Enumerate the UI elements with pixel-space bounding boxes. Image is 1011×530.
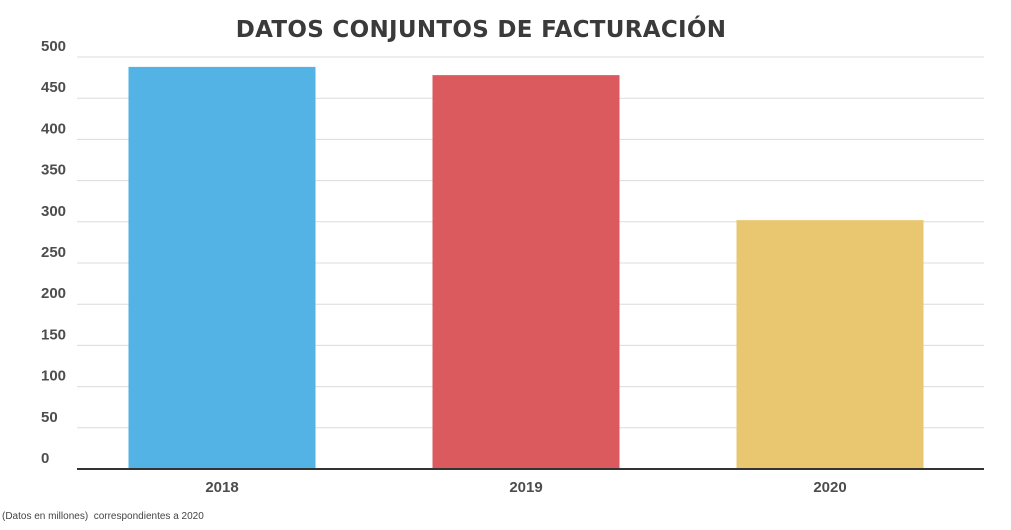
bar-2018 [128,66,316,469]
y-axis-tick-labels: 0 50 100 150 200 250 300 350 400 450 500 [41,38,66,467]
x-tick-label: 2018 [205,479,238,496]
chart-title: DATOS CONJUNTOS DE FACTURACIÓN [235,17,727,43]
footnote: (Datos en millones) correspondientes a 2… [2,511,204,522]
bar-2019 [432,75,620,470]
bars [128,66,924,470]
y-tick-label: 200 [41,285,66,302]
y-tick-label: 100 [41,368,66,385]
y-tick-label: 400 [41,120,66,137]
x-tick-label: 2020 [813,479,846,496]
y-tick-label: 0 [41,450,49,467]
y-tick-label: 450 [41,79,66,96]
y-tick-label: 500 [41,38,66,55]
y-tick-label: 250 [41,244,66,261]
x-tick-label: 2019 [509,479,542,496]
y-tick-label: 50 [41,409,58,426]
y-tick-label: 350 [41,162,66,179]
y-tick-label: 150 [41,326,66,343]
y-tick-label: 300 [41,203,66,220]
bar-2020 [736,220,924,469]
x-axis-tick-labels: 2018 2019 2020 [205,479,846,496]
